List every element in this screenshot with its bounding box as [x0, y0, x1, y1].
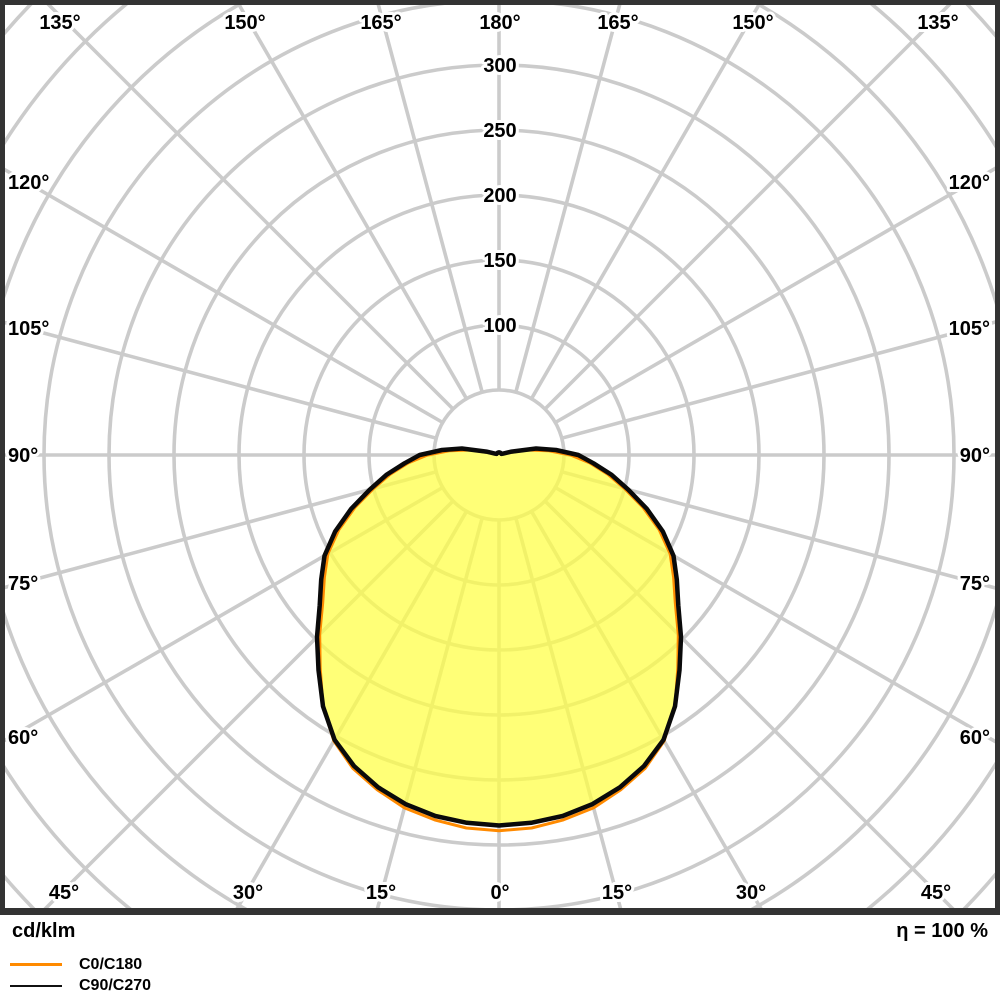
angle-tick-label: 90°: [960, 445, 990, 467]
angle-tick-label: 75°: [8, 573, 38, 595]
legend-line-c0-icon: [10, 963, 62, 966]
angle-tick-label: 30°: [736, 882, 766, 904]
radial-tick-label: 200: [483, 185, 516, 207]
angle-tick-label: 90°: [8, 445, 38, 467]
efficiency-label: η = 100 %: [896, 920, 988, 942]
angle-tick-label: 120°: [8, 172, 49, 194]
legend-label-c90: C90/C270: [79, 976, 152, 994]
legend-label-c0: C0/C180: [79, 955, 143, 973]
radial-tick-label: 100: [483, 315, 516, 337]
angle-tick-label: 120°: [949, 172, 990, 194]
angle-tick-label: 165°: [597, 12, 638, 34]
angle-tick-label: 165°: [360, 12, 401, 34]
angle-tick-label: 75°: [960, 573, 990, 595]
legend-item-c90-c270: C90/C270: [10, 975, 151, 996]
angle-tick-label: 105°: [949, 318, 990, 340]
legend-line-c90-icon: [10, 984, 62, 987]
angle-tick-label: 45°: [921, 882, 951, 904]
angle-tick-label: 60°: [960, 727, 990, 749]
angle-tick-label: 45°: [49, 882, 79, 904]
legend-item-c0-c180: C0/C180: [10, 954, 151, 975]
angle-tick-label: 60°: [8, 727, 38, 749]
angle-tick-label: 135°: [917, 12, 958, 34]
angle-tick-label: 0°: [490, 882, 509, 904]
angle-tick-label: 150°: [224, 12, 265, 34]
angle-tick-label: 135°: [39, 12, 80, 34]
angle-tick-label: 30°: [233, 882, 263, 904]
radial-tick-label: 150: [483, 250, 516, 272]
angle-tick-label: 150°: [732, 12, 773, 34]
legend: C0/C180 C90/C270: [10, 954, 151, 996]
angle-tick-label: 105°: [8, 318, 49, 340]
angle-tick-label: 180°: [479, 12, 520, 34]
radial-tick-label: 250: [483, 120, 516, 142]
radial-tick-label: 300: [483, 55, 516, 77]
angle-tick-label: 15°: [366, 882, 396, 904]
unit-label: cd/klm: [12, 920, 76, 942]
angle-tick-label: 15°: [602, 882, 632, 904]
